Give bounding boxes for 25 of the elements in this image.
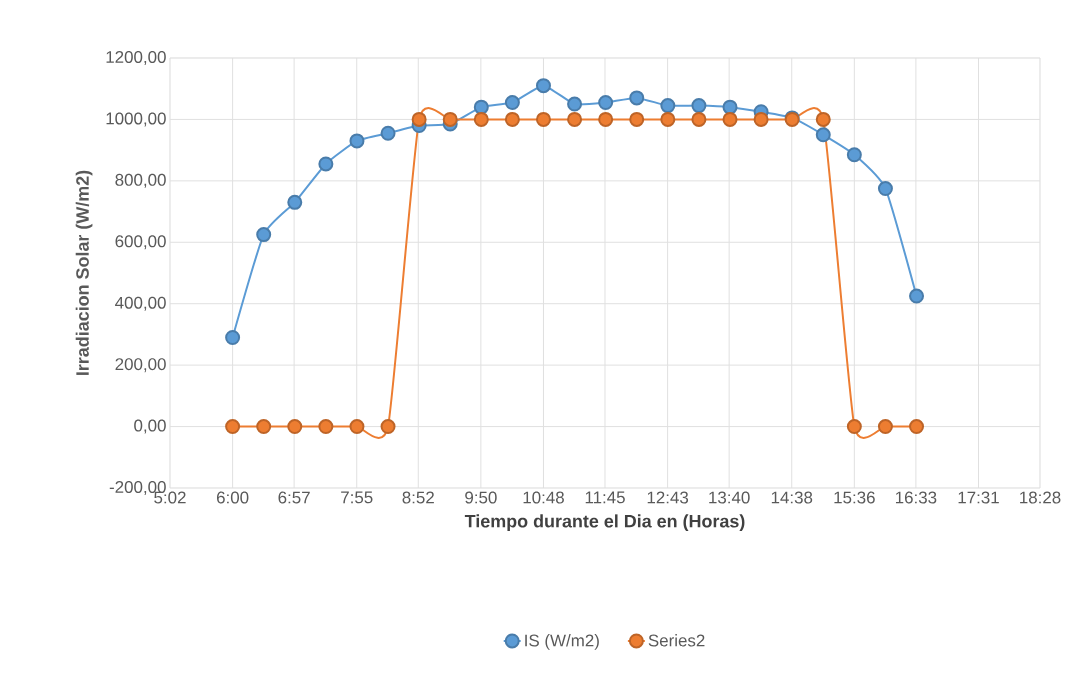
- x-tick-label: 11:45: [585, 491, 625, 504]
- y-tick-label: 600,00: [115, 235, 166, 250]
- x-tick-label: 14:38: [771, 491, 813, 504]
- x-tick-label: 17:31: [958, 491, 999, 504]
- x-tick-label: 10:48: [523, 491, 564, 504]
- x-tick-label: 9:50: [465, 491, 497, 504]
- legend-label: IS (W/m2): [525, 634, 599, 650]
- x-tick-label: 6:00: [216, 491, 249, 504]
- x-tick-label: 15:36: [834, 491, 875, 504]
- y-tick-label: 800,00: [115, 173, 166, 188]
- x-tick-label: 6:57: [278, 491, 310, 504]
- y-axis-title: Irradiacion Solar (W/m2): [75, 170, 93, 375]
- y-tick-label: 0,00: [134, 419, 166, 434]
- x-tick-label: 7:55: [341, 491, 373, 504]
- x-tick-label: 16:33: [895, 491, 937, 504]
- legend-label: Series2: [648, 634, 705, 647]
- x-tick-label: 13:40: [709, 491, 750, 504]
- y-tick-label: 1200,00: [106, 50, 166, 65]
- x-tick-label: 8:52: [402, 491, 434, 504]
- y-tick-label: 1000,00: [106, 112, 166, 127]
- x-tick-label: 18:28: [1020, 491, 1061, 504]
- y-tick-label: 400,00: [115, 296, 166, 311]
- x-axis-title: Tiempo durante el Dia en (Horas): [464, 514, 745, 532]
- y-tick-label: 200,00: [115, 358, 166, 373]
- x-tick-label: 12:43: [647, 491, 689, 504]
